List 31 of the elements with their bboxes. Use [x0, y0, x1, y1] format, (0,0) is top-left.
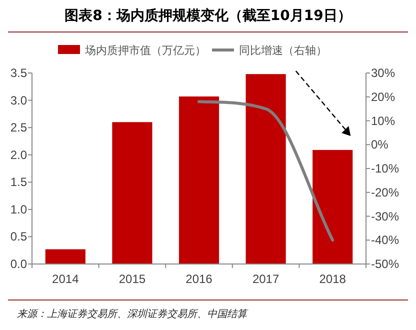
y2-tick-label: 0%	[371, 138, 389, 152]
y2-tick-label: 30%	[371, 66, 396, 80]
y2-tick-label: -50%	[371, 257, 400, 271]
y2-tick-label: -40%	[371, 233, 400, 248]
x-tick-label: 2015	[118, 272, 146, 286]
y2-tick-label: -30%	[371, 209, 400, 224]
y-tick-label: 2.0	[10, 148, 28, 162]
bar	[112, 122, 152, 264]
bar	[246, 74, 286, 264]
chart-title: 图表8：场内质押规模变化（截至10月19日）	[64, 7, 352, 24]
y2-tick-label: -20%	[371, 185, 400, 200]
source-note: 来源：上海证券交易所、深圳证券交易所、中国结算	[17, 308, 249, 320]
y-tick-label: 2.5	[10, 120, 28, 135]
legend-label: 同比增速（右轴）	[239, 44, 327, 57]
legend-label: 场内质押市值（万亿元）	[84, 44, 206, 57]
y2-tick-label: -10%	[371, 162, 400, 176]
bar	[45, 249, 86, 264]
bar	[178, 96, 220, 264]
x-tick-label: 2016	[186, 272, 213, 286]
y-tick-label: 3.0	[10, 93, 28, 108]
y2-tick-label: 20%	[371, 90, 396, 104]
bar	[312, 150, 353, 264]
y2-tick-label: 10%	[371, 114, 396, 128]
y-tick-label: 1.5	[10, 175, 28, 190]
y-tick-label: 0.5	[10, 230, 28, 244]
y-tick-label: 3.5	[10, 66, 28, 80]
x-tick-label: 2018	[319, 272, 346, 286]
x-tick-label: 2017	[252, 272, 280, 286]
y-tick-label: 0.0	[10, 257, 28, 271]
y-tick-label: 1.0	[10, 202, 28, 216]
x-tick-label: 2014	[52, 272, 80, 286]
